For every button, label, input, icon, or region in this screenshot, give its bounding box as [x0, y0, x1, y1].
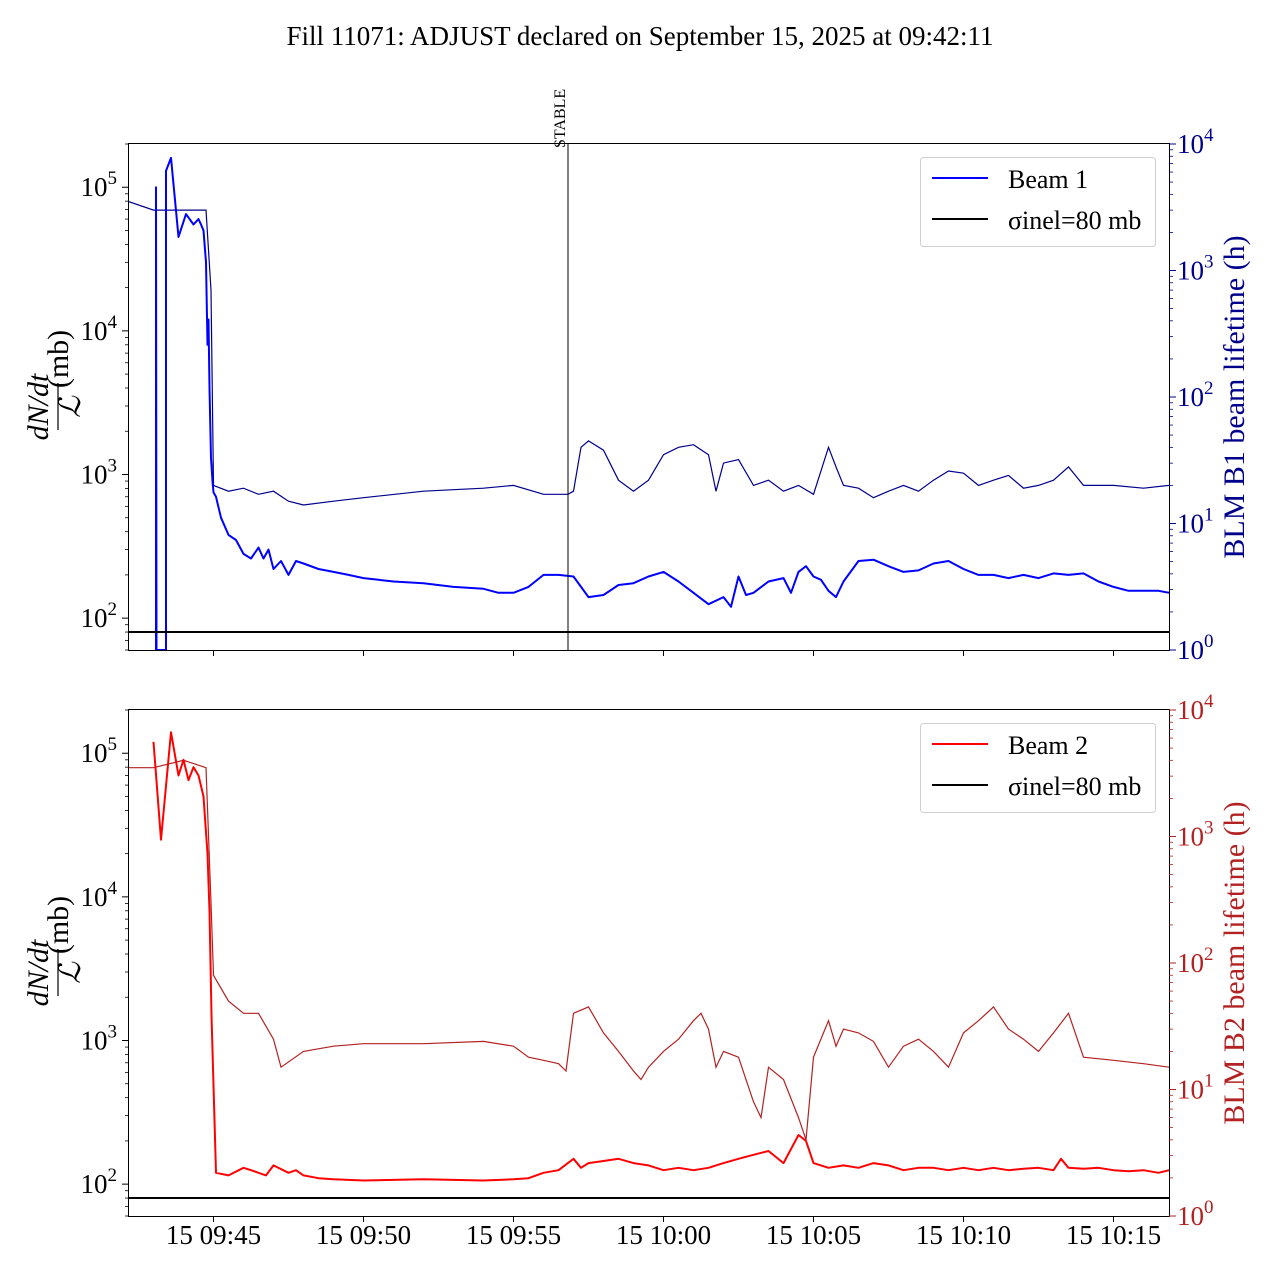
- beam2-line: [152, 731, 1169, 1182]
- svg-text:dN/dt: dN/dt: [22, 373, 55, 440]
- bottom-right-ylabel: BLM B2 beam lifetime (h): [1218, 801, 1251, 1124]
- left-tick-label-1-1: 103: [81, 1022, 118, 1056]
- svg-text:ℒ: ℒ: [54, 395, 87, 418]
- top-left-ylabel: dN/dt ℒ (mb): [22, 330, 87, 441]
- legend-sigma2-label: σinel=80 mb: [1008, 772, 1141, 801]
- right-tick-label-1-2: 102: [1177, 944, 1214, 978]
- right-tick-label-1-1: 101: [1177, 1071, 1214, 1105]
- top-panel: STABLE 102 103 104 105 100 101 102 103 104 dN/dt…: [22, 89, 1251, 665]
- right-tick-label-1-0: 100: [1177, 1197, 1214, 1231]
- left-tick-label-1-2: 104: [81, 878, 118, 912]
- stable-label: STABLE: [552, 89, 569, 148]
- top-series-layer: STABLE: [129, 89, 1169, 650]
- right-tick-label-1-4: 104: [1177, 691, 1214, 725]
- svg-text:(mb): (mb): [42, 330, 75, 388]
- top-tick-layer: 102 103 104 105 100 101 102 103 104: [81, 125, 1215, 665]
- svg-text:(mb): (mb): [42, 896, 75, 954]
- right-tick-label-0-3: 103: [1177, 252, 1214, 286]
- left-tick-label-0-3: 105: [81, 168, 118, 202]
- beam1-line: [155, 156, 1169, 650]
- svg-text:ℒ: ℒ: [54, 961, 87, 984]
- chart-title: Fill 11071: ADJUST declared on September…: [287, 21, 994, 51]
- x-tick-label-0: 15 09:45: [166, 1220, 261, 1250]
- x-tick-label-4: 15 10:05: [766, 1220, 861, 1250]
- legend-beam1-label: Beam 1: [1008, 165, 1088, 194]
- left-tick-label-1-0: 102: [81, 1165, 118, 1199]
- top-right-ylabel: BLM B1 beam lifetime (h): [1218, 235, 1251, 558]
- right-tick-label-0-1: 101: [1177, 505, 1214, 539]
- left-tick-label-0-2: 104: [81, 312, 118, 346]
- plot-area-1: [129, 731, 1169, 1200]
- left-tick-label-1-3: 105: [81, 734, 118, 768]
- x-tick-label-3: 15 10:00: [616, 1220, 711, 1250]
- bottom-legend: Beam 2 σinel=80 mb: [920, 723, 1156, 813]
- bottom-panel: 102 103 104 105 100 101 102 103 104 15 09:45 15 09…: [22, 691, 1251, 1250]
- bottom-series-layer: [129, 731, 1169, 1200]
- svg-text:dN/dt: dN/dt: [22, 939, 55, 1006]
- right-tick-label-0-2: 102: [1177, 378, 1214, 412]
- bottom-left-ylabel: dN/dt ℒ (mb): [22, 896, 87, 1007]
- x-tick-label-6: 15 10:15: [1066, 1220, 1161, 1250]
- b1-lifetime-line: [129, 201, 1169, 506]
- x-tick-label-5: 15 10:10: [916, 1220, 1011, 1250]
- x-tick-label-1: 15 09:50: [316, 1220, 411, 1250]
- x-tick-label-2: 15 09:55: [466, 1220, 561, 1250]
- plot-area-0: [129, 156, 1169, 650]
- legend-sigma-label: σinel=80 mb: [1008, 206, 1141, 235]
- left-tick-label-0-1: 103: [81, 456, 118, 490]
- top-legend: Beam 1 σinel=80 mb: [920, 157, 1156, 247]
- bottom-tick-layer: 102 103 104 105 100 101 102 103 104 15 09:45 15 09…: [81, 691, 1215, 1250]
- left-tick-label-0-0: 102: [81, 599, 118, 633]
- right-tick-label-0-4: 104: [1177, 125, 1214, 159]
- right-tick-label-0-0: 100: [1177, 631, 1214, 665]
- legend-beam2-label: Beam 2: [1008, 731, 1088, 760]
- right-tick-label-1-3: 103: [1177, 818, 1214, 852]
- b2-lifetime-line: [129, 759, 1169, 1140]
